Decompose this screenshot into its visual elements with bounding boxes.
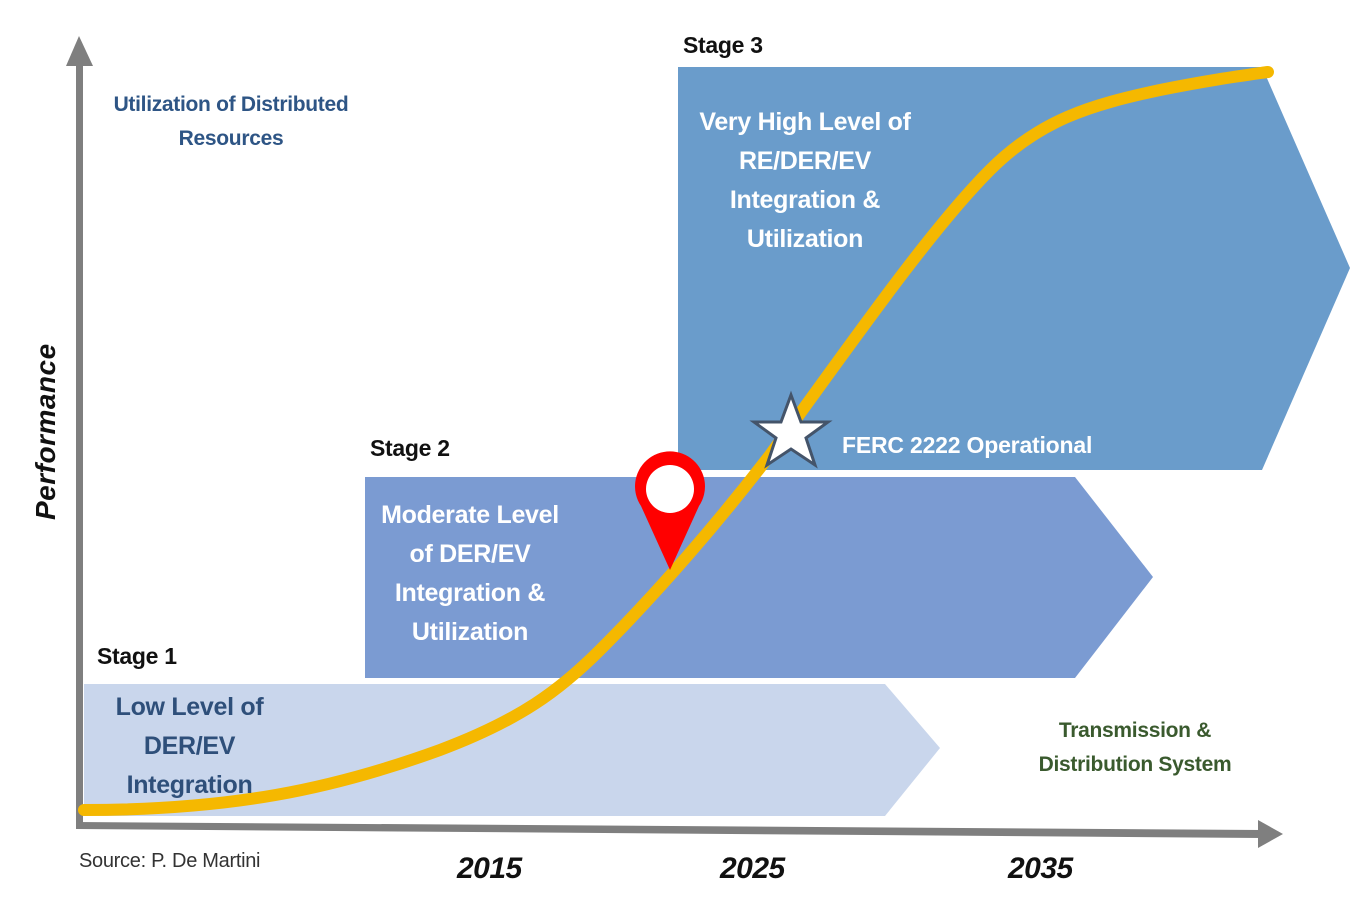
stage-3-title: Stage 3	[683, 32, 763, 58]
x-tick-2025: 2025	[720, 852, 785, 885]
x-tick-2035: 2035	[1008, 852, 1073, 885]
stage-1-title: Stage 1	[97, 643, 177, 669]
stage-1-description: Low Level of DER/EV Integration	[92, 688, 287, 805]
stage-3-description: Very High Level of RE/DER/EV Integration…	[680, 103, 930, 259]
annotation-td-system: Transmission & Distribution System	[1020, 714, 1250, 782]
stage-2-line: of DER/EV	[409, 540, 531, 568]
stage-1-line: DER/EV	[143, 732, 236, 760]
annotation-line: Transmission &	[1058, 719, 1212, 742]
stage-2-title: Stage 2	[370, 435, 450, 461]
stage-3-line: Very High Level of	[699, 108, 911, 136]
stage-3-chevron	[678, 67, 1350, 470]
annotation-line: Utilization of Distributed	[113, 93, 349, 116]
stage-2-line: Moderate Level	[381, 501, 559, 529]
performance-s-curve	[78, 66, 1274, 816]
annotation-line: Distribution System	[1038, 753, 1232, 776]
stage-1-chevron	[84, 684, 940, 816]
star-icon	[749, 390, 833, 469]
y-axis-label: Performance	[30, 343, 61, 520]
y-axis-arrow	[66, 36, 93, 828]
stage-2-description: Moderate Level of DER/EV Integration & U…	[360, 496, 580, 652]
location-pin-icon	[635, 451, 705, 570]
stage-1-line: Integration	[126, 771, 253, 799]
stage-3-line: RE/DER/EV	[738, 147, 872, 175]
annotation-distributed-resources: Utilization of Distributed Resources	[100, 88, 362, 156]
stage-3-line: Integration &	[729, 186, 881, 214]
annotation-line: Resources	[178, 127, 284, 150]
stage-3-line: Utilization	[746, 225, 864, 253]
x-tick-2015: 2015	[457, 852, 522, 885]
stage-2-chevron	[365, 477, 1153, 678]
milestone-label: FERC 2222 Operational	[842, 432, 1093, 458]
stage-1-line: Low Level of	[115, 693, 264, 721]
stage-2-line: Utilization	[411, 618, 529, 646]
source-caption: Source: P. De Martini	[79, 850, 261, 872]
stage-2-line: Integration &	[394, 579, 546, 607]
x-axis-arrow	[76, 820, 1283, 848]
